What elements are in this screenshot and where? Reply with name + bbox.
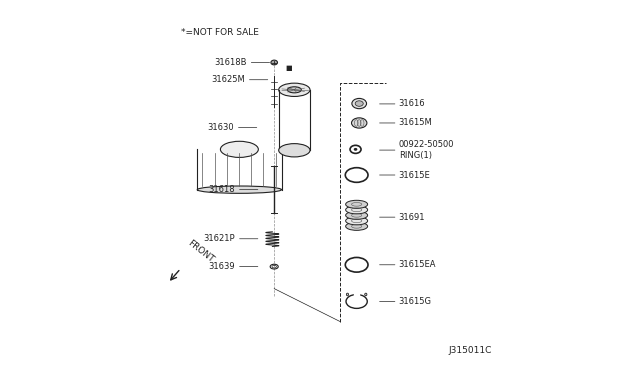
Ellipse shape xyxy=(355,101,364,106)
Text: 31691: 31691 xyxy=(399,213,426,222)
Text: 31625M: 31625M xyxy=(211,75,245,84)
Text: 31615E: 31615E xyxy=(399,170,431,180)
Ellipse shape xyxy=(271,60,278,65)
Ellipse shape xyxy=(278,83,310,96)
Ellipse shape xyxy=(346,222,367,230)
Text: 31615M: 31615M xyxy=(399,118,433,128)
Text: ■: ■ xyxy=(285,65,292,71)
Text: *=NOT FOR SALE: *=NOT FOR SALE xyxy=(180,28,259,38)
Text: 31615G: 31615G xyxy=(399,297,432,306)
Ellipse shape xyxy=(346,293,349,296)
Ellipse shape xyxy=(346,217,367,225)
Ellipse shape xyxy=(346,211,367,219)
Text: 31618: 31618 xyxy=(209,185,235,194)
Text: J315011C: J315011C xyxy=(449,346,492,355)
Ellipse shape xyxy=(351,118,367,128)
Text: 31630: 31630 xyxy=(207,123,234,132)
Ellipse shape xyxy=(346,200,367,208)
Text: FRONT: FRONT xyxy=(186,239,216,265)
Text: 31618B: 31618B xyxy=(214,58,246,67)
Ellipse shape xyxy=(220,141,259,157)
Text: 31615EA: 31615EA xyxy=(399,260,436,269)
Text: 00922-50500
RING(1): 00922-50500 RING(1) xyxy=(399,140,454,160)
Text: 31621P: 31621P xyxy=(204,234,235,243)
Ellipse shape xyxy=(197,186,282,193)
Ellipse shape xyxy=(355,149,356,150)
Ellipse shape xyxy=(365,293,367,296)
Ellipse shape xyxy=(352,99,367,109)
Text: 31639: 31639 xyxy=(209,262,235,271)
Text: 31616: 31616 xyxy=(399,99,426,108)
Ellipse shape xyxy=(287,87,301,93)
Ellipse shape xyxy=(278,144,310,157)
Ellipse shape xyxy=(346,206,367,214)
